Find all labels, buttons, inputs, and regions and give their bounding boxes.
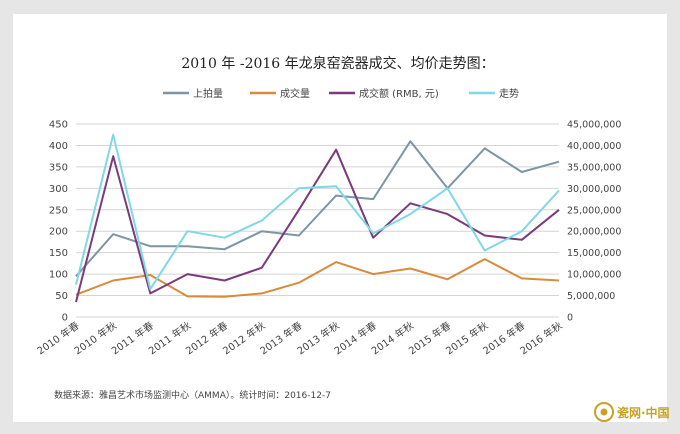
- x-tick-label: 2016 年秋: [517, 319, 564, 358]
- chart-title: 2010 年 -2016 年龙泉窑瓷器成交、均价走势图：: [181, 55, 494, 72]
- left-tick-label: 250: [49, 205, 68, 216]
- left-tick-label: 100: [49, 270, 68, 281]
- legend: 上拍量 成交量 成交额 (RMB, 元) 走势: [163, 87, 519, 100]
- gridlines: [76, 123, 559, 318]
- left-tick-label: 200: [49, 227, 68, 238]
- right-tick-label: 0: [567, 313, 573, 324]
- right-tick-label: 5,000,000: [567, 291, 615, 302]
- left-tick-label: 300: [49, 184, 68, 195]
- right-tick-label: 25,000,000: [567, 205, 621, 216]
- right-axis: 0 5,000,000 10,000,000 15,000,000 20,000,000…: [567, 120, 621, 324]
- series-line-3: [75, 133, 560, 291]
- left-tick-label: 150: [49, 248, 68, 259]
- legend-label: 上拍量: [193, 87, 223, 100]
- left-axis: 0 50 100 150 200 250 300 350 400 450: [49, 120, 68, 324]
- legend-label: 成交量: [280, 87, 310, 100]
- legend-label: 走势: [499, 87, 519, 100]
- left-tick-label: 50: [55, 291, 68, 302]
- series-line-2: [75, 148, 560, 303]
- left-tick-label: 350: [49, 162, 68, 173]
- right-tick-label: 10,000,000: [567, 270, 621, 281]
- watermark: 瓷网·中国: [594, 402, 670, 422]
- left-tick-label: 400: [49, 141, 68, 152]
- source-note: 数据来源：雅昌艺术市场监测中心（AMMA）。统计时间：2016-12-7: [54, 389, 331, 401]
- series-line-0: [75, 140, 560, 277]
- right-tick-label: 30,000,000: [567, 184, 621, 195]
- right-tick-label: 15,000,000: [567, 248, 621, 259]
- left-tick-label: 0: [62, 313, 68, 324]
- right-tick-label: 40,000,000: [567, 141, 621, 152]
- left-tick-label: 450: [49, 120, 68, 131]
- right-tick-label: 35,000,000: [567, 162, 621, 173]
- series-lines: [75, 133, 560, 303]
- watermark-text: 瓷网·中国: [617, 405, 670, 420]
- right-tick-label: 20,000,000: [567, 227, 621, 238]
- watermark-logo-dot: [600, 408, 608, 416]
- watermark-logo-icon: [594, 402, 614, 422]
- right-tick-label: 45,000,000: [567, 120, 621, 131]
- chart-card: [13, 14, 667, 422]
- legend-label: 成交额 (RMB, 元): [359, 87, 439, 100]
